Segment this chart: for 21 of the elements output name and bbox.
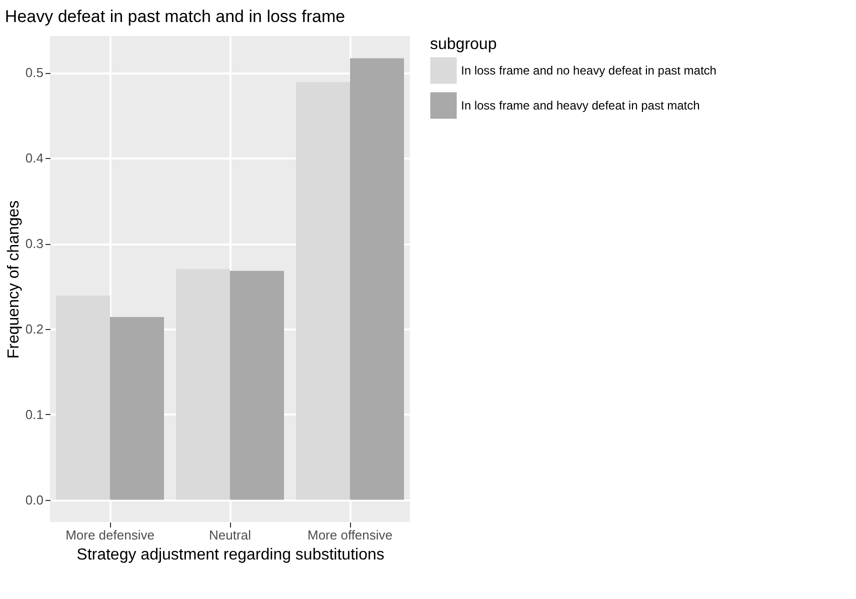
y-tick-label: 0.1: [25, 406, 44, 422]
y-tick-label: 0.0: [25, 492, 44, 508]
bar: [350, 58, 404, 500]
bar: [230, 270, 284, 500]
bar: [110, 317, 164, 500]
y-tick-label: 0.3: [25, 236, 44, 252]
x-tick-label: Neutral: [209, 528, 252, 542]
legend-label: In loss frame and heavy defeat in past match: [461, 98, 700, 112]
x-tick-label: More offensive: [307, 528, 393, 542]
y-tick-label: 0.4: [25, 150, 44, 166]
x-axis-title: Strategy adjustment regarding substitutions: [76, 546, 384, 564]
legend-title: subgroup: [430, 36, 497, 53]
y-tick-label: 0.5: [25, 65, 44, 80]
bar: [56, 296, 110, 500]
y-tick-label: 0.2: [25, 321, 44, 336]
bar: [176, 269, 230, 500]
y-axis-title: Frequency of changes: [5, 200, 22, 359]
chart-title: Heavy defeat in past match and in loss frame: [4, 7, 346, 26]
x-tick-label: More defensive: [66, 528, 154, 542]
legend-label: In loss frame and no heavy defeat in past match: [461, 64, 716, 78]
bar: [296, 82, 350, 500]
